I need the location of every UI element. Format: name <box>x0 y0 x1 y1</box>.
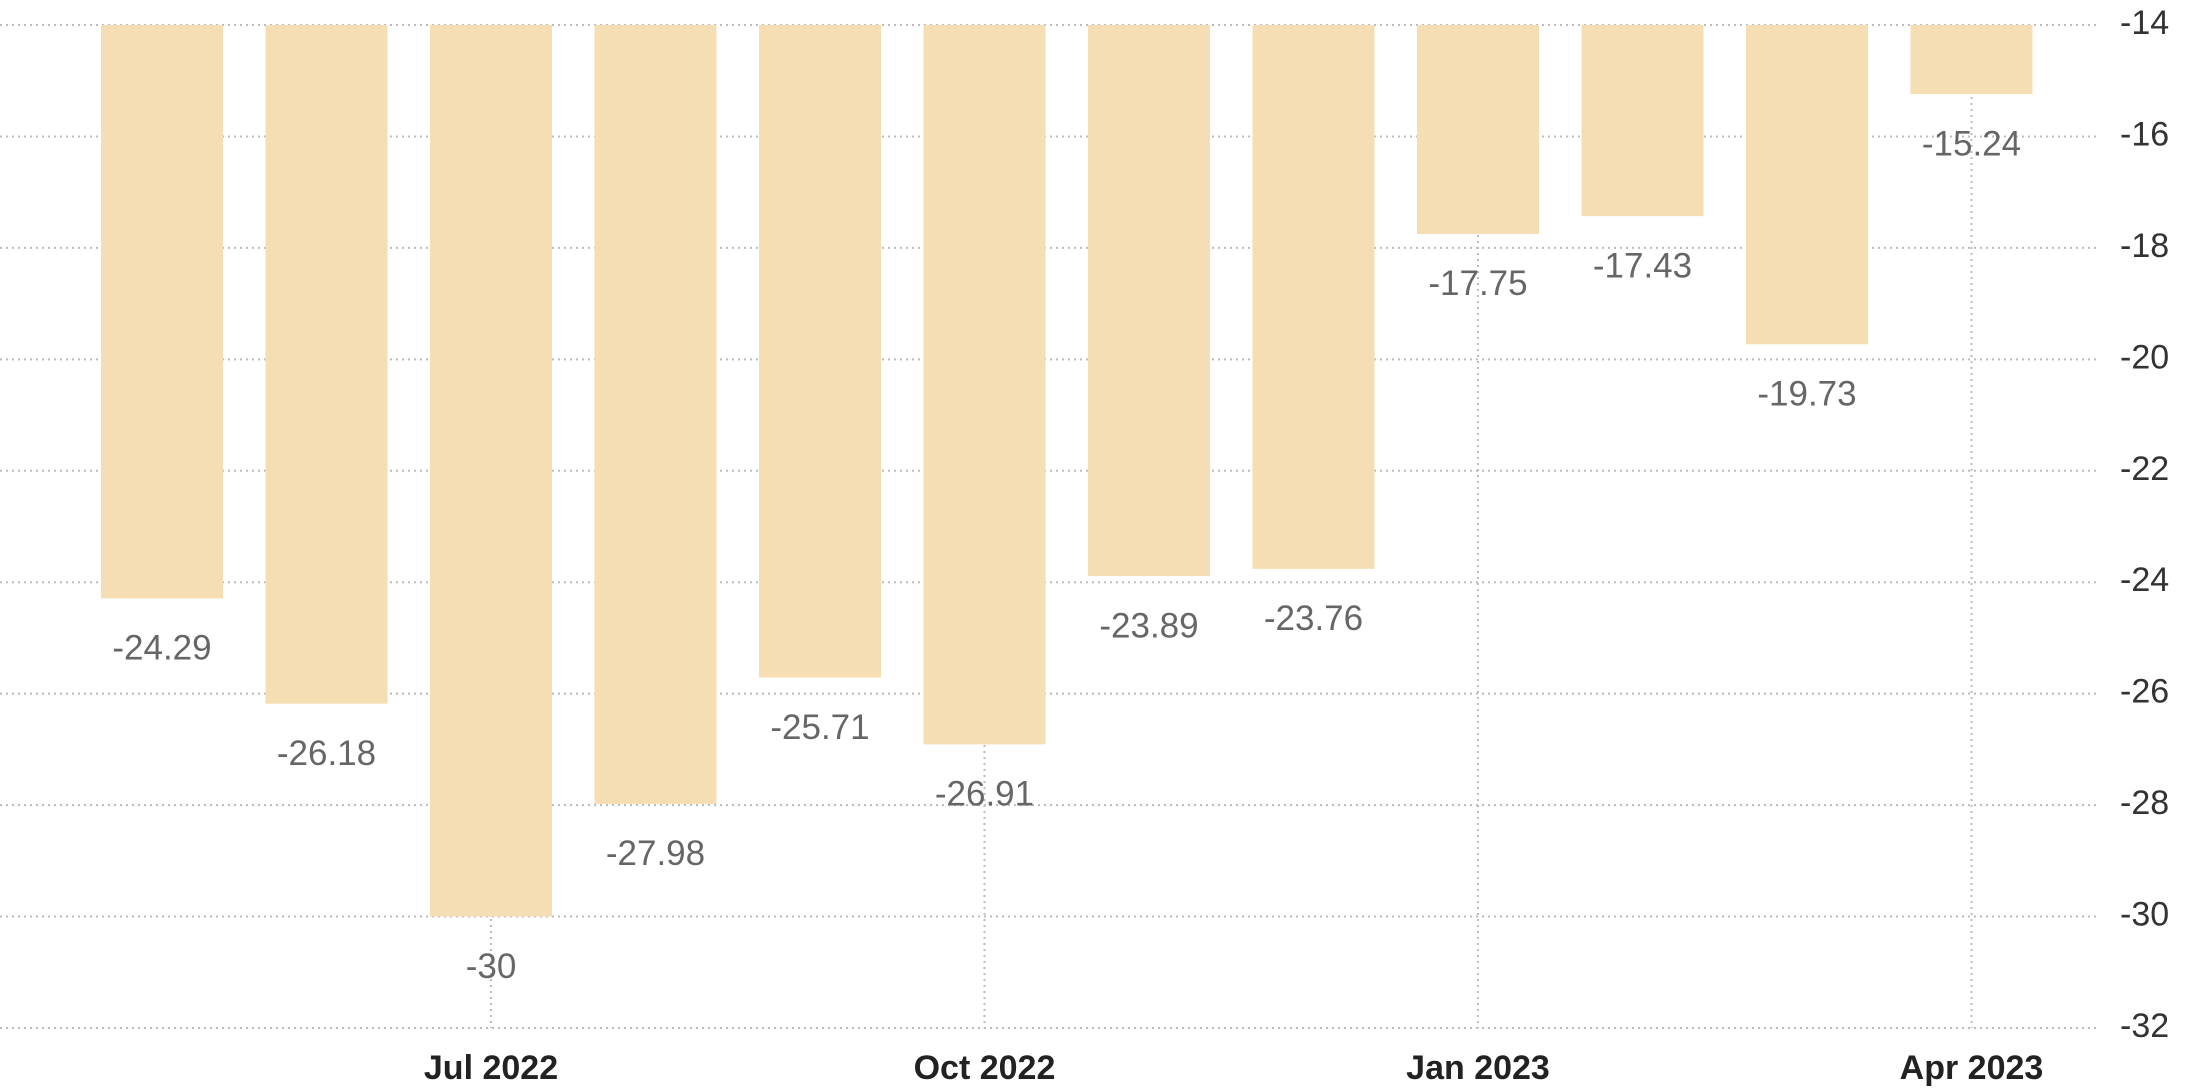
value-label: -15.24 <box>1922 124 2021 163</box>
bar <box>759 25 881 678</box>
y-tick-label: -14 <box>2120 4 2169 42</box>
y-tick-label: -26 <box>2120 673 2169 711</box>
y-tick-label: -20 <box>2120 338 2169 376</box>
bar <box>1417 25 1539 234</box>
bar <box>594 25 717 804</box>
value-label: -19.73 <box>1757 375 1856 414</box>
value-label: -26.18 <box>277 734 376 773</box>
y-tick-label: -32 <box>2120 1007 2169 1045</box>
value-label: -27.98 <box>606 834 705 873</box>
bar <box>1252 25 1375 569</box>
value-label: -30 <box>466 947 517 986</box>
x-tick-label: Oct 2022 <box>914 1049 1056 1087</box>
bar <box>101 25 223 599</box>
value-label: -25.71 <box>770 708 869 747</box>
y-tick-label: -18 <box>2120 227 2169 265</box>
y-tick-label: -16 <box>2120 115 2169 153</box>
value-label: -24.29 <box>112 629 211 668</box>
value-label: -23.76 <box>1264 599 1363 638</box>
bar <box>923 25 1046 745</box>
value-label: -26.91 <box>935 775 1034 814</box>
y-tick-label: -30 <box>2120 896 2169 934</box>
bar <box>430 25 552 917</box>
value-label: -17.43 <box>1593 246 1692 285</box>
x-tick-label: Jan 2023 <box>1406 1049 1550 1087</box>
x-tick-label: Jul 2022 <box>424 1049 558 1087</box>
bar <box>1746 25 1868 345</box>
bar <box>265 25 388 704</box>
value-label: -23.89 <box>1099 606 1198 645</box>
x-tick-label: Apr 2023 <box>1900 1049 2044 1087</box>
bar <box>1088 25 1210 577</box>
y-tick-label: -24 <box>2120 561 2169 599</box>
y-tick-label: -22 <box>2120 450 2169 488</box>
bar <box>1581 25 1704 217</box>
value-label: -17.75 <box>1428 264 1527 303</box>
bar <box>1910 25 2033 95</box>
y-tick-label: -28 <box>2120 784 2169 822</box>
